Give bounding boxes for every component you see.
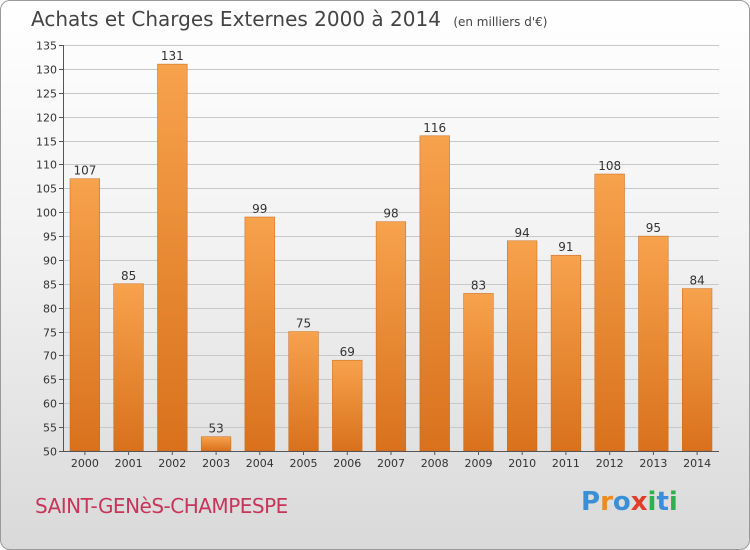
- bar-2007: [375, 221, 407, 452]
- x-tick-label-2002: 2002: [158, 457, 186, 470]
- bar-2004: [244, 216, 275, 452]
- y-tick-label: 55: [43, 422, 57, 435]
- bar-2006: [332, 359, 363, 452]
- value-label-2012: 108: [598, 159, 621, 173]
- logo-letter: r: [600, 487, 613, 517]
- value-label-2003: 53: [208, 422, 223, 436]
- x-tick-label-2013: 2013: [639, 457, 667, 470]
- bar-2008: [419, 135, 450, 452]
- bar-2010: [507, 240, 538, 452]
- bar-2012: [594, 173, 625, 452]
- y-tick-label: 125: [36, 88, 57, 101]
- chart-title: Achats et Charges Externes 2000 à 2014 (…: [31, 7, 547, 31]
- x-tick-label-2007: 2007: [377, 457, 405, 470]
- value-label-2001: 85: [121, 269, 136, 283]
- axes: 50 55 60 65 70 75 80 85 90 95 100 105 110 115 120 125 13…: [36, 40, 719, 470]
- x-tick-label-2004: 2004: [246, 457, 274, 470]
- value-label-2000: 107: [73, 164, 96, 178]
- value-label-2011: 91: [558, 240, 573, 254]
- bar-2002: [157, 63, 188, 452]
- value-label-2013: 95: [646, 221, 661, 235]
- logo-letter: o: [612, 487, 631, 517]
- y-tick-label: 120: [36, 112, 57, 125]
- y-tick-label: 110: [36, 159, 57, 172]
- x-tick-label-2014: 2014: [683, 457, 711, 470]
- chart-subtitle: (en milliers d'€): [453, 15, 548, 29]
- bar-2014: [682, 288, 713, 452]
- y-tick-label: 70: [43, 350, 57, 363]
- y-tick-label: 80: [43, 303, 57, 316]
- proxiti-logo: Proxiti: [581, 487, 678, 517]
- y-tick-label: 105: [36, 183, 57, 196]
- y-tick-label: 135: [36, 40, 57, 53]
- y-tick-label: 50: [43, 446, 57, 459]
- y-tick-label: 100: [36, 207, 57, 220]
- bar-2009: [463, 293, 494, 452]
- bar-2005: [288, 331, 319, 452]
- logo-letter: t: [656, 487, 669, 517]
- bar-2011: [550, 254, 582, 452]
- logo-letter: i: [647, 487, 657, 517]
- x-tick-label-2006: 2006: [333, 457, 361, 470]
- x-tick-label-2012: 2012: [596, 457, 624, 470]
- chart-title-text: Achats et Charges Externes 2000 à 2014: [31, 7, 441, 31]
- value-label-2002: 131: [161, 49, 184, 63]
- y-tick-label: 75: [43, 327, 57, 340]
- value-label-2006: 69: [340, 345, 355, 359]
- value-label-2004: 99: [252, 202, 267, 216]
- bars: 107 85 131 53 99 75 69 98 116 83 94 91 108 95 84: [69, 49, 713, 452]
- value-label-2005: 75: [296, 317, 311, 331]
- y-tick-label: 130: [36, 64, 57, 77]
- x-tick-label-2011: 2011: [552, 457, 580, 470]
- x-tick-label-2008: 2008: [421, 457, 449, 470]
- value-label-2010: 94: [515, 226, 530, 240]
- commune-name: SAINT-GENèS-CHAMPESPE: [35, 494, 288, 518]
- y-tick-label: 95: [43, 231, 57, 244]
- x-tick-label-2010: 2010: [508, 457, 536, 470]
- logo-letter: P: [581, 487, 601, 517]
- value-label-2008: 116: [423, 121, 446, 135]
- x-tick-label-2000: 2000: [71, 457, 99, 470]
- bar-2001: [113, 283, 144, 452]
- y-tick-label: 90: [43, 255, 57, 268]
- bar-2003: [200, 436, 232, 452]
- value-label-2007: 98: [383, 207, 398, 221]
- value-label-2014: 84: [689, 274, 704, 288]
- x-tick-label-2001: 2001: [115, 457, 143, 470]
- y-tick-label: 65: [43, 374, 57, 387]
- y-tick-label: 115: [36, 136, 57, 149]
- y-tick-label: 60: [43, 398, 57, 411]
- value-label-2009: 83: [471, 278, 486, 292]
- bar-2013: [638, 235, 669, 452]
- x-tick-label-2009: 2009: [465, 457, 493, 470]
- y-tick-label: 85: [43, 279, 57, 292]
- logo-letter: x: [630, 487, 648, 517]
- x-tick-label-2003: 2003: [202, 457, 230, 470]
- bar-2000: [69, 178, 100, 452]
- x-tick-label-2005: 2005: [290, 457, 318, 470]
- logo-letter: i: [668, 487, 678, 517]
